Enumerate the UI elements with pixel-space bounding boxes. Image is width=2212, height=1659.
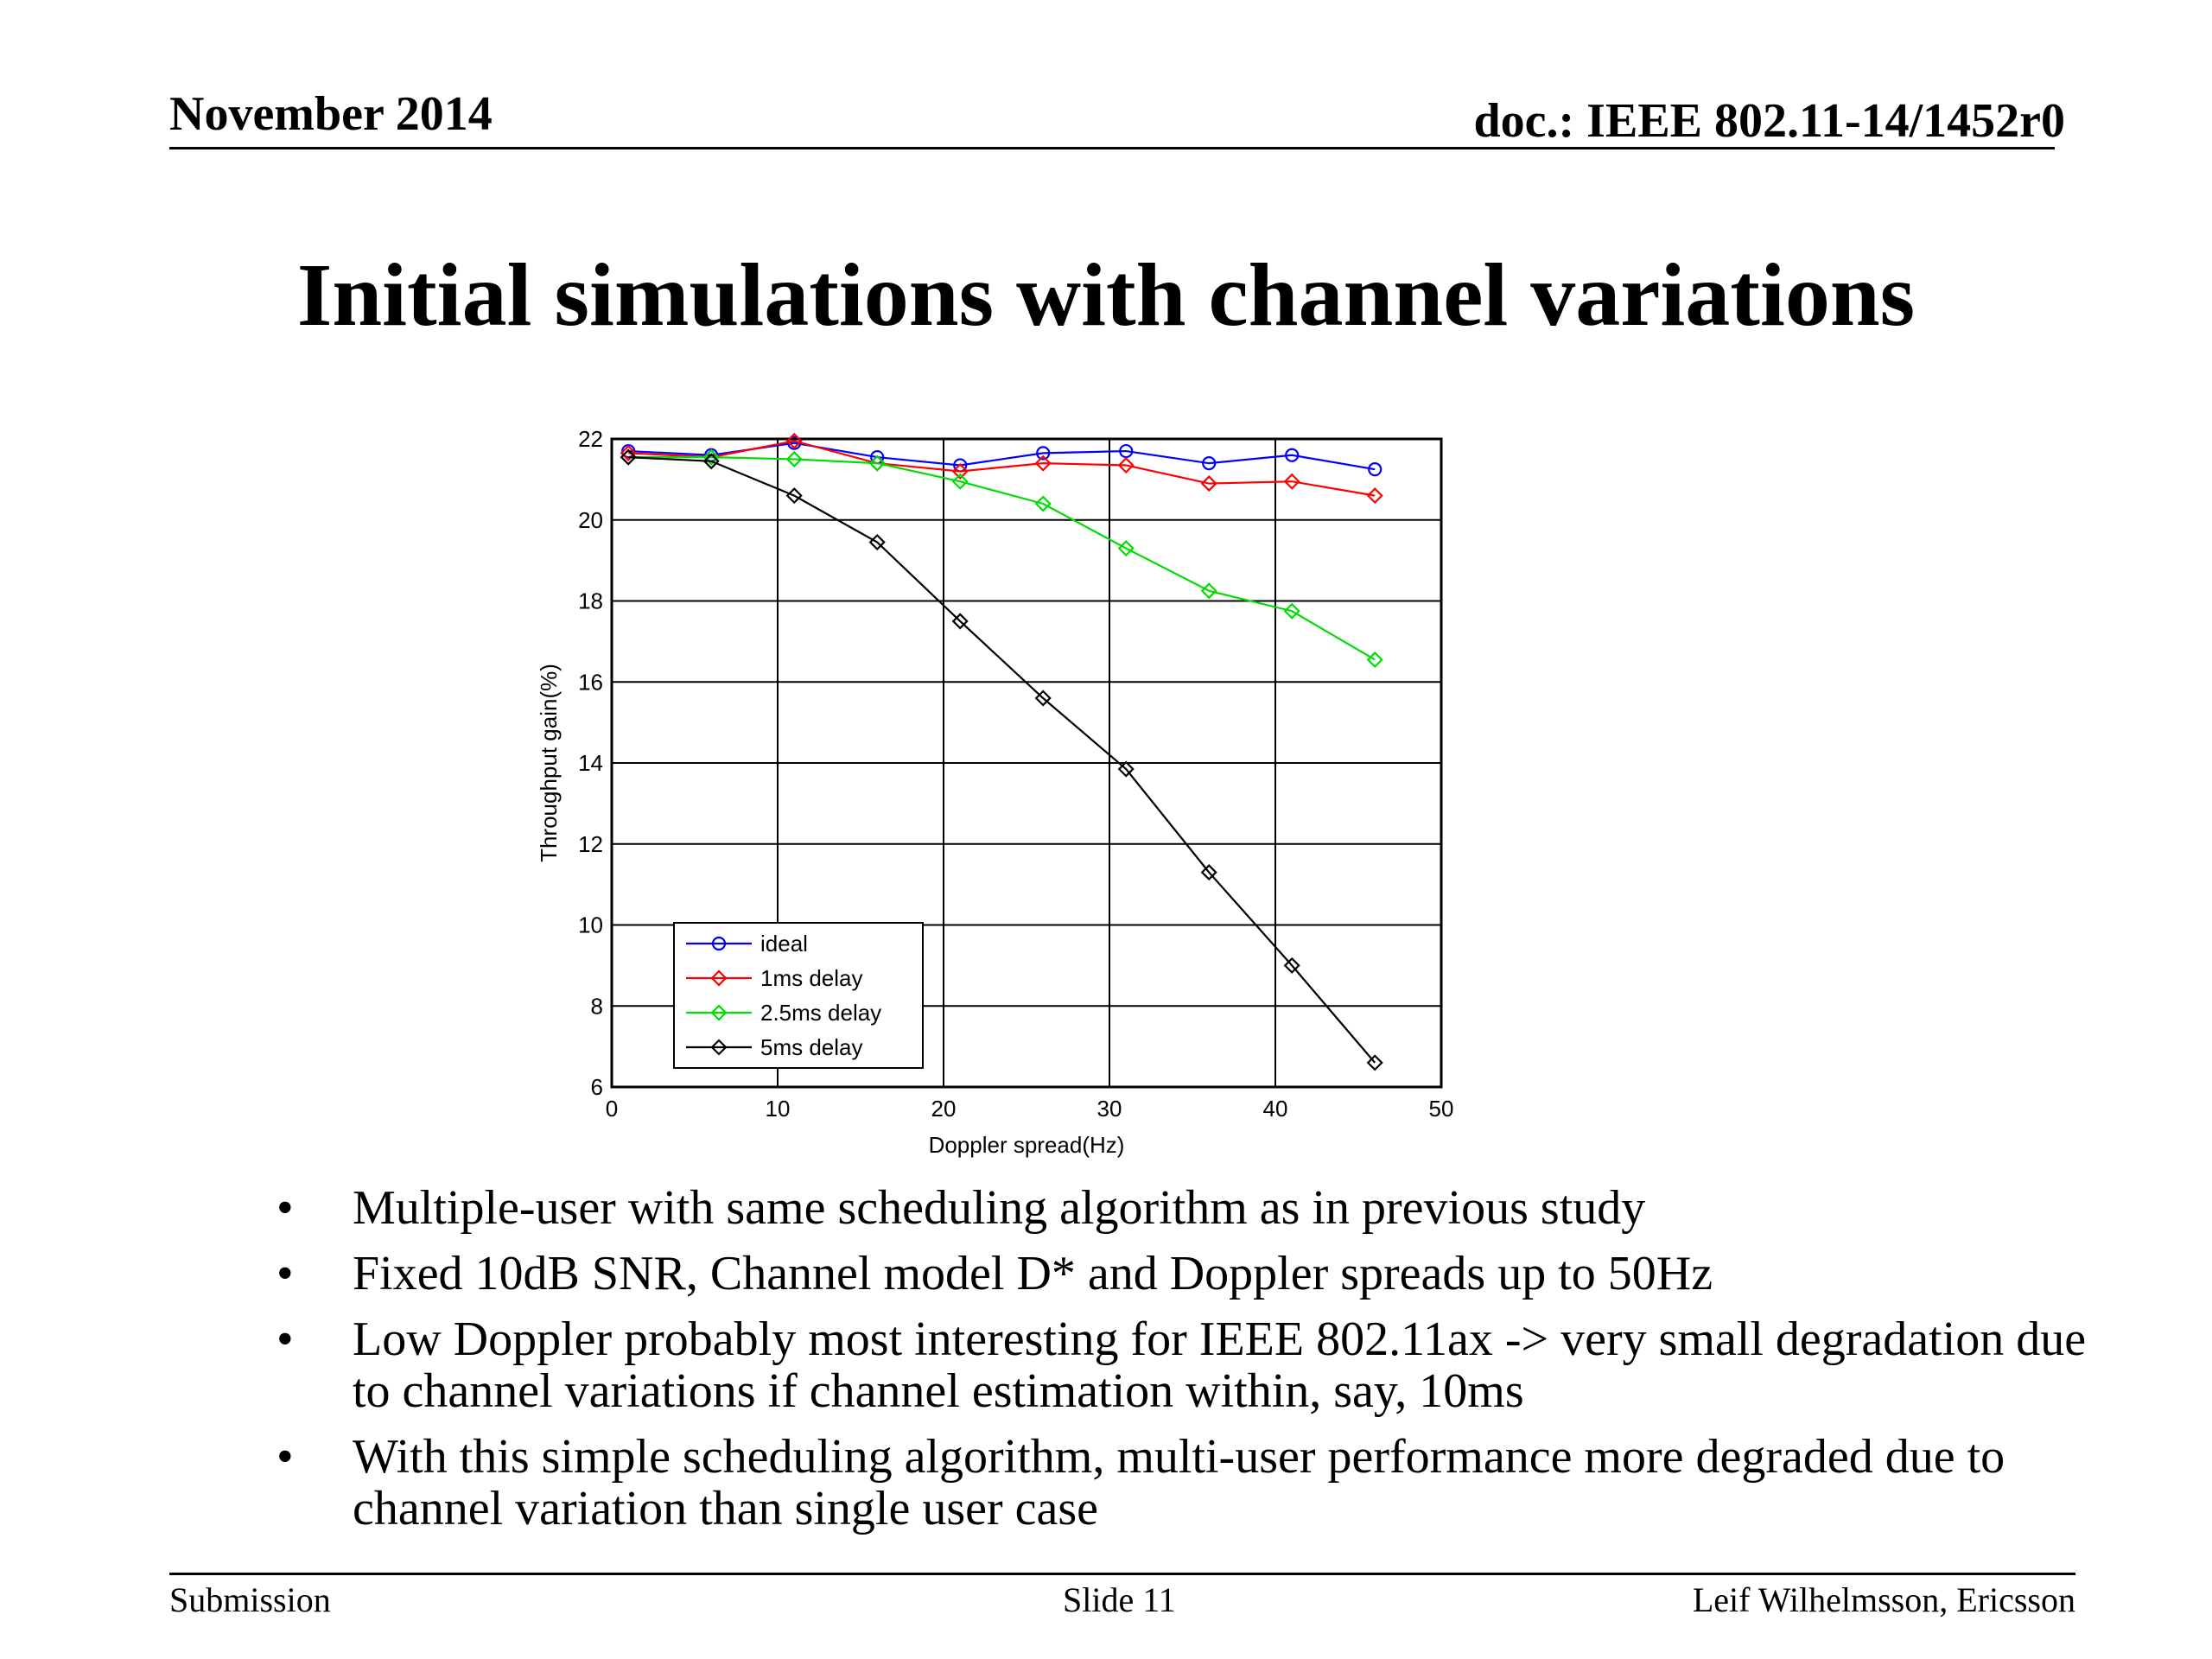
data-point xyxy=(951,462,969,480)
data-point xyxy=(1200,475,1217,493)
x-tick-label: 0 xyxy=(606,1096,618,1122)
bullet-text: Fixed 10dB SNR, Channel model D* and Dop… xyxy=(353,1247,1713,1300)
data-point xyxy=(1200,864,1217,881)
legend-label: 2.5ms delay xyxy=(760,1000,881,1026)
data-point xyxy=(1202,456,1217,471)
footer-divider xyxy=(169,1573,2075,1575)
data-point xyxy=(785,450,803,467)
series-line xyxy=(628,442,1376,471)
data-point xyxy=(951,473,969,490)
data-point xyxy=(1285,448,1300,462)
bullet-list: • Multiple-user with same scheduling algo… xyxy=(276,1182,2108,1548)
data-point xyxy=(620,444,637,461)
data-point xyxy=(1117,760,1135,778)
footer-author: Leif Wilhelmsson, Ericsson xyxy=(1692,1580,2075,1619)
series-line xyxy=(628,455,1376,661)
data-point xyxy=(1034,690,1052,707)
data-point xyxy=(1200,582,1217,600)
data-point xyxy=(868,533,886,551)
bullet-dot: • xyxy=(276,1181,294,1235)
data-point xyxy=(1117,456,1135,474)
data-point xyxy=(1034,495,1052,512)
bullet-item: • Multiple-user with same scheduling algo… xyxy=(276,1182,2108,1234)
y-tick-label: 18 xyxy=(578,588,603,614)
data-point xyxy=(785,487,803,505)
legend-marker xyxy=(711,936,727,951)
legend-marker xyxy=(710,1039,728,1056)
y-tick-label: 14 xyxy=(578,750,603,776)
y-tick-label: 20 xyxy=(578,507,603,533)
bullet-item: • With this simple scheduling algorithm, … xyxy=(276,1431,2108,1535)
x-tick-label: 40 xyxy=(1263,1096,1288,1122)
legend-label: 1ms delay xyxy=(760,965,863,991)
header-divider xyxy=(169,147,2055,149)
y-tick-label: 6 xyxy=(591,1074,603,1100)
x-tick-label: 20 xyxy=(931,1096,957,1122)
footer-slide-number: Slide 11 xyxy=(1063,1580,1176,1619)
x-axis-label: Doppler spread(Hz) xyxy=(929,1132,1125,1158)
data-point xyxy=(1034,454,1052,472)
data-point xyxy=(1366,651,1383,669)
x-tick-label: 50 xyxy=(1429,1096,1454,1122)
data-point xyxy=(702,453,720,470)
y-tick-label: 16 xyxy=(578,669,603,695)
data-point xyxy=(1366,487,1383,505)
data-point xyxy=(620,448,637,466)
data-point xyxy=(868,454,886,472)
bullet-text: With this simple scheduling algorithm, m… xyxy=(353,1430,2005,1535)
bullet-dot: • xyxy=(276,1247,294,1300)
data-point xyxy=(1036,446,1051,461)
data-point xyxy=(1117,540,1135,557)
x-tick-label: 10 xyxy=(766,1096,791,1122)
footer-submission: Submission xyxy=(169,1580,331,1619)
bullet-text: Multiple-user with same scheduling algor… xyxy=(353,1181,1646,1235)
bullet-text: Low Doppler probably most interesting fo… xyxy=(353,1313,2087,1418)
y-axis-label: Throughput gain(%) xyxy=(536,664,562,862)
series-line xyxy=(628,440,1376,497)
legend-marker xyxy=(710,969,728,987)
data-point xyxy=(1283,473,1300,490)
data-point xyxy=(1283,957,1300,974)
bullet-dot: • xyxy=(276,1430,294,1484)
data-point xyxy=(702,448,720,466)
y-tick-label: 10 xyxy=(578,912,603,938)
data-point xyxy=(1368,462,1382,477)
slide-title: Initial simulations with channel variati… xyxy=(296,245,1916,345)
legend-label: 5ms delay xyxy=(760,1034,863,1060)
legend-marker xyxy=(710,1004,728,1021)
throughput-chart: 0 10 20 30 40 50 6 8 10 12 14 16 18 20 22 Doppler sprea… xyxy=(536,426,1454,1158)
header-date: November 2014 xyxy=(169,87,493,141)
data-point xyxy=(785,432,803,449)
x-tick-label: 30 xyxy=(1097,1096,1122,1122)
series-line xyxy=(628,455,1376,1064)
bullet-item: • Low Doppler probably most interesting f… xyxy=(276,1313,2108,1417)
plot-frame xyxy=(610,437,1443,1089)
y-tick-label: 12 xyxy=(578,831,603,857)
header-doc-id: doc.: IEEE 802.11-14/1452r0 xyxy=(1473,94,2065,148)
y-tick-label: 22 xyxy=(578,426,603,452)
data-point xyxy=(1366,1054,1383,1071)
data-point xyxy=(1283,602,1300,620)
y-tick-label: 8 xyxy=(591,993,603,1019)
legend-label: ideal xyxy=(760,931,808,957)
bullet-item: • Fixed 10dB SNR, Channel model D* and Do… xyxy=(276,1248,2108,1300)
bullet-dot: • xyxy=(276,1313,294,1366)
data-point xyxy=(951,613,969,630)
